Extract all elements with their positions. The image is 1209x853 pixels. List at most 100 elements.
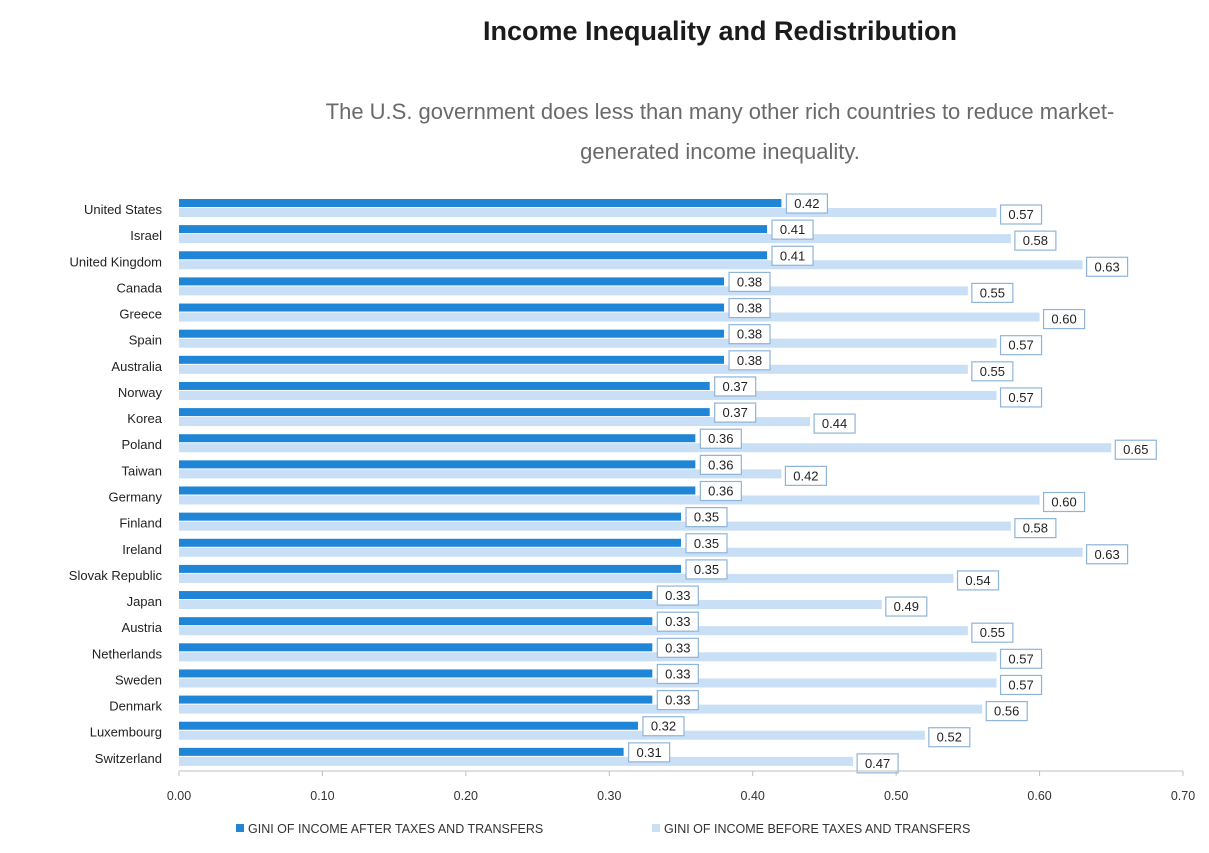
value-label-before: 0.44 xyxy=(822,416,847,431)
value-label-before: 0.55 xyxy=(980,285,1005,300)
value-label-after: 0.33 xyxy=(665,693,690,708)
category-label: Greece xyxy=(119,307,162,322)
value-box-after xyxy=(699,428,742,449)
bar-before xyxy=(179,469,782,479)
value-label-before: 0.60 xyxy=(1051,495,1076,510)
value-box-before xyxy=(1085,544,1129,565)
value-box-before xyxy=(1085,256,1129,277)
bar-after xyxy=(179,303,725,312)
bar-after xyxy=(179,695,653,704)
x-tick-label: 0.50 xyxy=(884,789,908,803)
value-label-after: 0.41 xyxy=(780,248,805,263)
value-box-before xyxy=(956,570,1000,591)
legend-label-after: GINI OF INCOME AFTER TAXES AND TRANSFERS xyxy=(248,822,543,836)
value-box-after xyxy=(642,716,685,737)
bar-before xyxy=(179,678,997,688)
x-tick-label: 0.20 xyxy=(454,789,478,803)
value-box-after xyxy=(728,324,771,345)
value-box-before xyxy=(999,335,1043,356)
category-label: Ireland xyxy=(122,542,162,557)
bar-after xyxy=(179,512,681,521)
legend-swatch-after xyxy=(236,824,244,832)
category-label: Germany xyxy=(109,490,163,505)
value-label-before: 0.54 xyxy=(965,573,990,588)
value-box-before xyxy=(885,596,928,617)
subtitle-line: generated income inequality. xyxy=(580,139,860,164)
value-label-after: 0.41 xyxy=(780,222,805,237)
value-box-before xyxy=(971,622,1014,643)
value-label-after: 0.42 xyxy=(794,196,819,211)
value-box-after xyxy=(714,376,757,397)
bar-before xyxy=(179,547,1083,557)
value-label-after: 0.33 xyxy=(665,666,690,681)
value-label-before: 0.57 xyxy=(1008,207,1033,222)
value-label-before: 0.58 xyxy=(1023,521,1048,536)
bar-after xyxy=(179,408,710,417)
bar-before xyxy=(179,312,1040,322)
bar-after xyxy=(179,434,696,443)
bar-after xyxy=(179,617,653,626)
bar-after xyxy=(179,538,681,547)
chart-title: Income Inequality and Redistribution xyxy=(482,16,958,46)
value-box-after xyxy=(628,742,671,763)
category-label: Sweden xyxy=(115,672,162,687)
category-label: Taiwan xyxy=(122,463,162,478)
x-tick-label: 0.30 xyxy=(597,789,621,803)
value-box-after xyxy=(685,533,728,554)
category-label: Slovak Republic xyxy=(69,568,163,583)
bar-before xyxy=(179,521,1011,531)
value-label-after: 0.33 xyxy=(665,640,690,655)
value-box-before xyxy=(928,727,971,748)
value-box-before xyxy=(985,700,1028,722)
category-label: Austria xyxy=(122,620,163,635)
category-label: Canada xyxy=(116,280,162,295)
value-label-after: 0.37 xyxy=(723,405,748,420)
subtitle-line: The U.S. government does less than many … xyxy=(325,99,1115,124)
value-label-before: 0.58 xyxy=(1023,233,1048,248)
bar-before xyxy=(179,573,954,583)
x-tick-label: 0.00 xyxy=(167,789,191,803)
value-label-after: 0.35 xyxy=(694,536,719,551)
category-label: Korea xyxy=(127,411,162,426)
bar-before xyxy=(179,756,854,766)
value-label-after: 0.32 xyxy=(651,719,676,734)
bar-after xyxy=(179,643,653,652)
value-label-before: 0.55 xyxy=(980,625,1005,640)
value-box-after xyxy=(656,689,699,711)
value-box-after xyxy=(785,193,829,214)
bar-after xyxy=(179,355,725,364)
value-box-after xyxy=(771,245,814,266)
legend-label-before: GINI OF INCOME BEFORE TAXES AND TRANSFER… xyxy=(664,822,970,836)
chart-subtitle: The U.S. government does less than many … xyxy=(240,92,1200,172)
value-label-before: 0.65 xyxy=(1123,442,1148,457)
bar-before xyxy=(179,208,997,217)
value-label-after: 0.36 xyxy=(708,431,733,446)
category-label: United States xyxy=(84,202,163,217)
value-label-before: 0.52 xyxy=(937,730,962,745)
bar-after xyxy=(179,669,653,678)
bar-before xyxy=(179,417,811,427)
value-box-after xyxy=(728,297,771,319)
value-label-after: 0.38 xyxy=(737,327,762,342)
category-label: Norway xyxy=(118,385,163,400)
value-box-after xyxy=(699,454,742,475)
value-label-after: 0.33 xyxy=(665,614,690,629)
category-label: Australia xyxy=(111,359,162,374)
category-label: Poland xyxy=(122,437,162,452)
value-label-after: 0.38 xyxy=(737,274,762,289)
category-label: Netherlands xyxy=(92,646,163,661)
value-label-before: 0.55 xyxy=(980,364,1005,379)
category-label: Denmark xyxy=(109,699,162,714)
value-label-after: 0.33 xyxy=(665,588,690,603)
value-label-after: 0.31 xyxy=(636,745,661,760)
x-tick-label: 0.70 xyxy=(1171,789,1195,803)
value-box-before xyxy=(999,674,1043,696)
bar-after xyxy=(179,199,782,207)
bar-before xyxy=(179,338,997,348)
value-box-before xyxy=(784,465,828,486)
value-box-before xyxy=(999,648,1043,669)
value-label-before: 0.49 xyxy=(894,599,919,614)
value-box-before xyxy=(1042,491,1086,513)
bar-before xyxy=(179,390,997,400)
